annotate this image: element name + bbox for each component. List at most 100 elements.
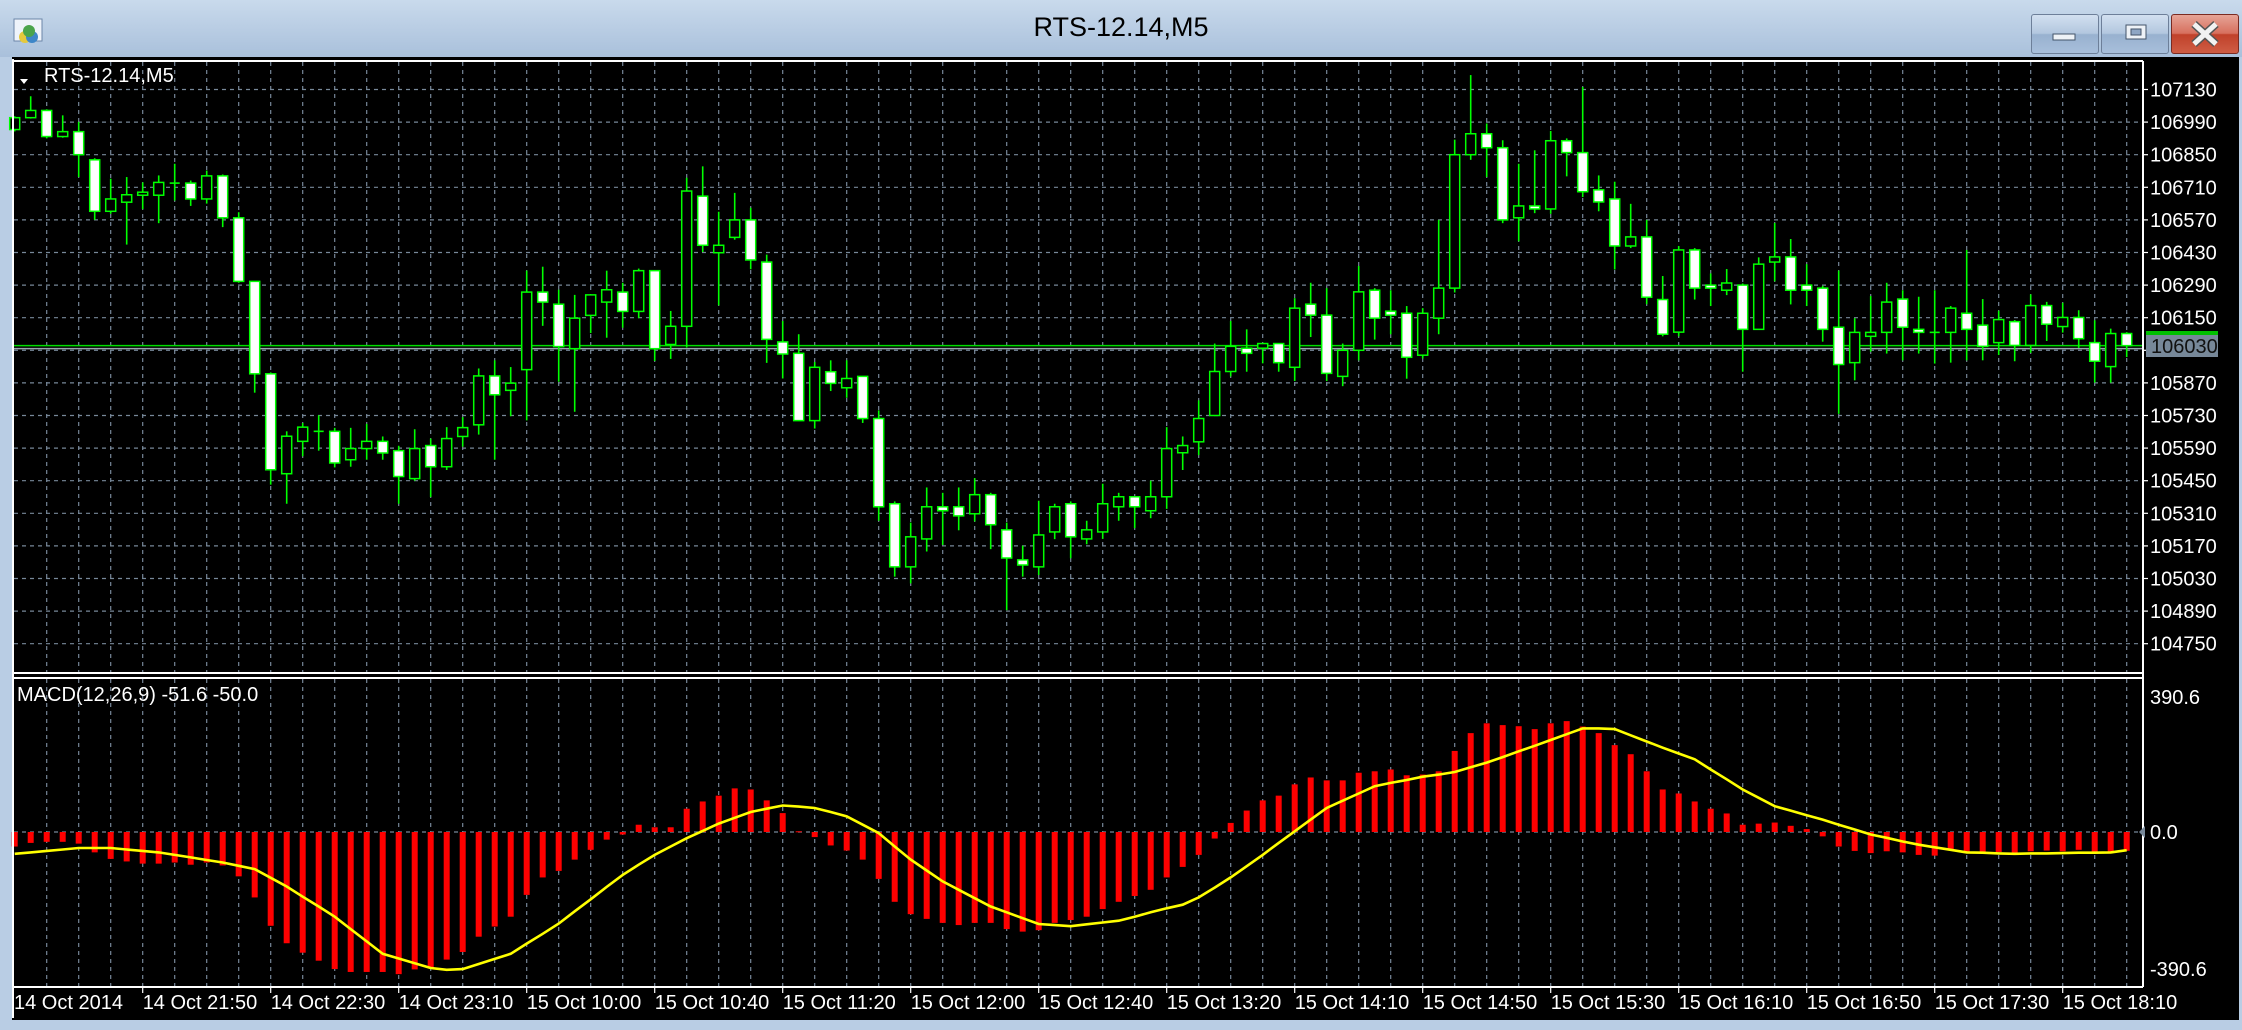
candle (744, 207, 757, 270)
macd-bar (603, 832, 610, 840)
macd-histogram (11, 721, 2130, 975)
candle (24, 96, 37, 119)
time-tick-label: 15 Oct 11:20 (783, 992, 896, 1014)
candle-body (1784, 256, 1797, 291)
macd-bar (875, 832, 882, 879)
macd-bar (2091, 832, 2098, 852)
candle (1528, 150, 1541, 214)
macd-bar (299, 832, 306, 953)
candle-body (1000, 529, 1013, 559)
candle-body (1144, 496, 1157, 512)
candle (200, 170, 213, 204)
candle-body (1608, 198, 1621, 247)
candle-body (248, 280, 261, 375)
price-tick-label: 105730 (2150, 406, 2217, 428)
candle-body (280, 435, 293, 475)
candle (296, 422, 309, 457)
candle (1192, 400, 1205, 456)
macd-bar (987, 832, 994, 923)
macd-bar (1467, 733, 1474, 832)
candle (456, 417, 469, 447)
candle (1320, 288, 1333, 382)
candle (1944, 306, 1957, 363)
candle (1704, 273, 1717, 307)
candle-body (2104, 332, 2117, 368)
time-tick-label: 15 Oct 14:50 (1423, 992, 1538, 1014)
candle (392, 445, 405, 504)
candle-body (1192, 417, 1205, 443)
candle (2088, 320, 2101, 383)
dropdown-triangle-icon[interactable] (20, 79, 28, 84)
macd-bar (1675, 793, 1682, 832)
candle (872, 410, 885, 521)
candle-body (88, 159, 101, 213)
candle (552, 289, 565, 382)
macd-bar (1371, 771, 1378, 832)
metatrader-app-icon[interactable] (13, 18, 43, 46)
price-tick-label: 107130 (2150, 80, 2217, 102)
candle-body (1736, 284, 1749, 331)
candle-body (120, 194, 133, 203)
price-tick-label: 106850 (2150, 145, 2217, 167)
candle (840, 360, 853, 398)
macd-bar (2059, 832, 2066, 852)
candle (376, 436, 389, 460)
candle-body (1416, 312, 1429, 356)
current-price-marker (2146, 331, 2218, 335)
candle (664, 310, 677, 359)
price-tick-label: 106710 (2150, 177, 2217, 199)
candle (632, 268, 645, 319)
macd-axis[interactable]: 390.6 0.0 -390.6 (2139, 687, 2207, 981)
candle (808, 361, 821, 429)
candle (1240, 329, 1253, 372)
macd-bar (1643, 771, 1650, 832)
candle (1976, 299, 1989, 361)
candle-body (1752, 263, 1765, 331)
time-tick-label: 15 Oct 15:30 (1551, 992, 1666, 1014)
candle-body (1864, 331, 1877, 338)
candle-body (1880, 301, 1893, 334)
macd-bar (1115, 832, 1122, 902)
candle (1336, 343, 1349, 387)
candle-body (712, 244, 725, 254)
time-tick-label: 15 Oct 17:30 (1935, 992, 2050, 1014)
window-title: RTS-12.14,M5 (1033, 12, 1209, 42)
macd-bar (1131, 832, 1138, 896)
candle-body (792, 352, 805, 422)
candle (1064, 501, 1077, 559)
candle-body (1160, 447, 1173, 498)
candle (72, 121, 85, 178)
candle (1864, 296, 1877, 352)
candle (1304, 282, 1317, 338)
candle-body (2056, 316, 2069, 328)
macd-bar (1995, 832, 2002, 852)
time-tick-label: 15 Oct 12:00 (911, 992, 1026, 1014)
time-axis[interactable]: 14 Oct 2014 14 Oct 21:50 14 Oct 22:30 14 Oc… (14, 987, 2177, 1014)
candle (1016, 545, 1029, 577)
time-tick-label: 15 Oct 16:50 (1807, 992, 1922, 1014)
current-price-label: 106030 (2146, 331, 2218, 358)
candle (2024, 294, 2037, 353)
candle-body (136, 191, 149, 196)
current-price-box (2146, 335, 2218, 357)
macd-bar (11, 832, 18, 847)
close-button[interactable] (2171, 14, 2239, 54)
signal-line (14, 727, 2127, 972)
candle-body (1656, 298, 1669, 335)
candle-body (1640, 236, 1653, 298)
candle-body (1464, 132, 1477, 156)
candle (920, 487, 933, 552)
candle-body (1320, 314, 1333, 375)
macd-bar (1547, 723, 1554, 832)
candle-body (2088, 341, 2101, 362)
minimize-button[interactable] (2031, 14, 2099, 54)
candle (1784, 238, 1797, 305)
macd-bar (1723, 813, 1730, 832)
candle-body (872, 417, 885, 508)
macd-bar (1211, 832, 1218, 839)
maximize-button[interactable] (2101, 14, 2169, 54)
macd-bar (1611, 745, 1618, 832)
candle-body (744, 219, 757, 261)
price-axis[interactable]: 107130 106990 106850 106710 106570 106430 1062… (2143, 80, 2217, 656)
